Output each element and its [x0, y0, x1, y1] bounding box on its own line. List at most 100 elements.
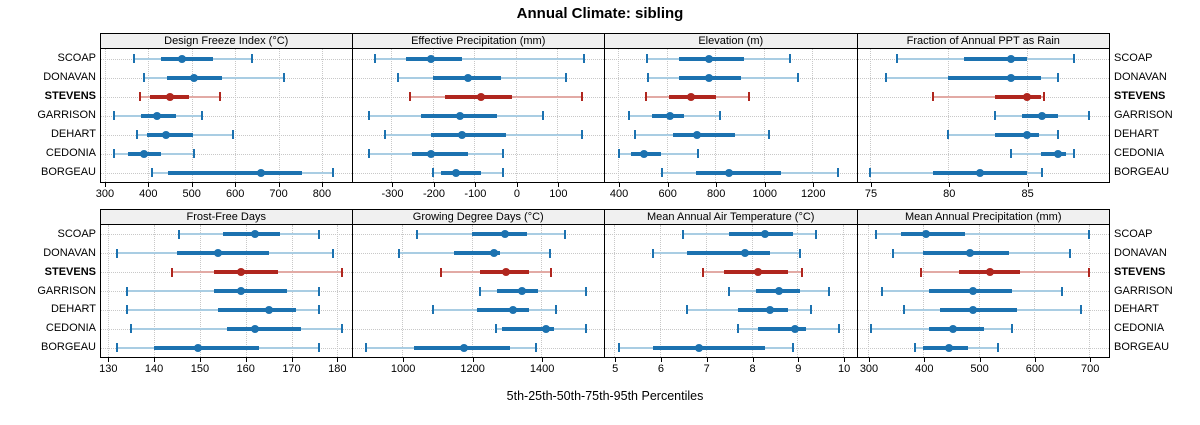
- median-dot: [501, 230, 510, 239]
- percentile-whisker: [932, 95, 1044, 98]
- axis-tick: [291, 358, 293, 362]
- median-dot: [518, 287, 527, 295]
- interquartile-bar: [995, 94, 1041, 99]
- whisker-cap: [178, 229, 181, 239]
- whisker-cap: [996, 343, 999, 353]
- whisker-cap: [431, 168, 434, 177]
- whisker-cap: [340, 267, 343, 277]
- whisker-cap: [283, 73, 286, 82]
- axis-tick-label: 800: [707, 188, 726, 200]
- axis-tick-label: 130: [99, 363, 118, 375]
- whisker-cap: [564, 73, 567, 82]
- median-dot: [966, 249, 975, 258]
- median-dot: [754, 268, 763, 277]
- interquartile-bar: [146, 132, 194, 137]
- median-dot: [541, 324, 550, 333]
- station-label-right-cedonia: CEDONIA: [1114, 322, 1165, 335]
- whisker-cap: [151, 168, 154, 177]
- whisker-cap: [702, 267, 705, 277]
- whisker-cap: [1068, 248, 1071, 258]
- median-dot: [464, 73, 473, 82]
- interquartile-bar: [454, 251, 501, 256]
- median-dot: [264, 305, 273, 314]
- station-label-right-cedonia: CEDONIA: [1114, 147, 1165, 159]
- axis-tick: [392, 183, 394, 187]
- axis-tick-label: 75: [864, 188, 878, 200]
- whisker-cap: [440, 267, 443, 277]
- whisker-cap: [116, 343, 119, 353]
- median-dot: [508, 305, 517, 314]
- panel-plot-growing-degree-days-c: [352, 225, 605, 358]
- median-dot: [922, 230, 931, 239]
- median-dot: [457, 130, 466, 139]
- panel-plot-fraction-of-annual-ppt-as-rain: [857, 49, 1110, 183]
- interquartile-bar: [412, 151, 469, 156]
- whisker-cap: [317, 343, 320, 353]
- whisker-cap: [218, 92, 221, 101]
- whisker-cap: [1042, 92, 1045, 101]
- whisker-cap: [1072, 149, 1075, 158]
- median-dot: [426, 54, 435, 63]
- interquartile-bar: [948, 75, 1041, 80]
- median-dot: [250, 324, 259, 333]
- axis-tick-label: 500: [182, 188, 201, 200]
- interquartile-bar: [477, 307, 529, 312]
- h-gridline: [857, 115, 1109, 117]
- median-dot: [178, 54, 187, 63]
- median-dot: [724, 168, 733, 177]
- h-gridline: [605, 115, 857, 117]
- station-label-left-scoap: SCOAP: [57, 227, 96, 240]
- whisker-cap: [384, 130, 387, 139]
- axis-tick: [1090, 358, 1092, 362]
- axis-tick: [1027, 183, 1029, 187]
- axis-tick-label: 5: [612, 363, 619, 375]
- interquartile-bar: [430, 132, 506, 137]
- axis-tick: [752, 358, 754, 362]
- whisker-cap: [791, 343, 794, 353]
- whisker-cap: [1072, 54, 1075, 63]
- whisker-cap: [652, 248, 655, 258]
- whisker-cap: [340, 324, 343, 334]
- whisker-cap: [660, 168, 663, 177]
- axis-tick: [148, 183, 150, 187]
- whisker-cap: [479, 286, 481, 296]
- whisker-cap: [719, 111, 722, 120]
- station-label-left-donavan: DONAVAN: [43, 71, 96, 83]
- median-dot: [705, 54, 714, 63]
- whisker-cap: [317, 229, 320, 239]
- median-dot: [140, 149, 149, 158]
- station-label-left-garrison: GARRISON: [37, 284, 96, 297]
- h-gridline: [352, 291, 604, 292]
- whisker-cap: [409, 92, 412, 101]
- median-dot: [948, 324, 957, 333]
- axis-tick-label: 180: [328, 363, 347, 375]
- h-gridline: [605, 153, 857, 155]
- percentile-whisker: [876, 233, 1090, 236]
- axis-tick-label: 600: [225, 188, 245, 200]
- station-label-right-stevens: STEVENS: [1114, 90, 1166, 102]
- median-dot: [1006, 73, 1015, 82]
- axis-tick-label: 10: [838, 363, 851, 375]
- axis-tick-label: 600: [658, 188, 677, 200]
- panel-strip-mean-annual-precipitation-mm: Mean Annual Precipitation (mm): [857, 209, 1110, 225]
- median-dot: [166, 92, 175, 101]
- whisker-cap: [727, 286, 730, 296]
- whisker-cap: [914, 343, 916, 353]
- axis-tick-label: 400: [139, 188, 158, 200]
- axis-tick-label: 6: [657, 363, 665, 375]
- whisker-cap: [686, 305, 689, 315]
- whisker-cap: [133, 54, 136, 63]
- median-dot: [426, 149, 435, 158]
- interquartile-bar: [695, 170, 781, 175]
- axis-tick: [706, 358, 708, 362]
- whisker-cap: [1088, 229, 1091, 239]
- axis-tick-label: 1000: [752, 188, 777, 200]
- axis-tick: [869, 358, 870, 362]
- whisker-cap: [116, 248, 119, 258]
- axis-tick-label: 700: [269, 188, 288, 200]
- station-label-left-stevens: STEVENS: [44, 265, 96, 278]
- axis-tick: [235, 183, 237, 187]
- whisker-cap: [367, 111, 370, 120]
- panel-plot-frost-free-days: [100, 225, 353, 358]
- panel-strip-frost-free-days: Frost-Free Days: [100, 209, 353, 225]
